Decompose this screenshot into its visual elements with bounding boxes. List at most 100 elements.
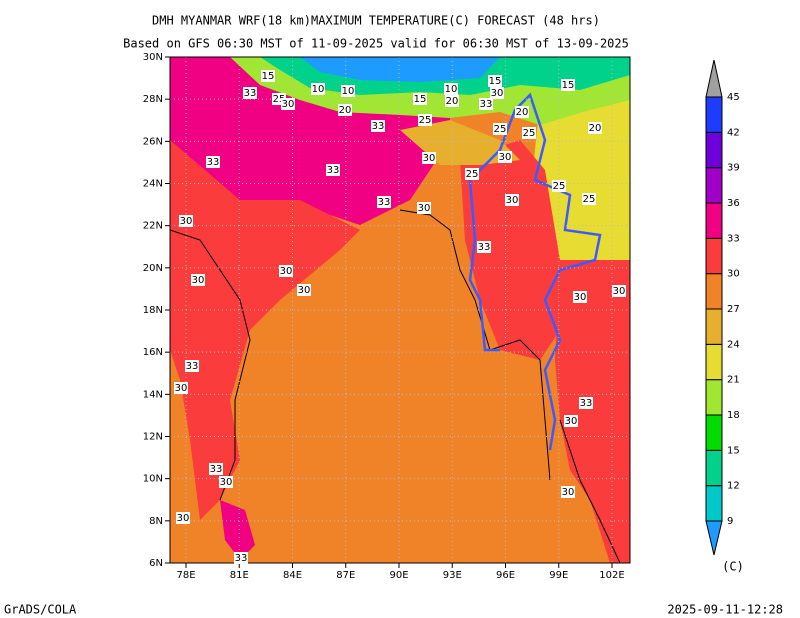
contour-label-bg bbox=[206, 156, 220, 168]
contour-label-bg bbox=[311, 83, 325, 95]
contour-label: 33 bbox=[478, 242, 491, 253]
contour-label-bg bbox=[261, 70, 275, 82]
colorbar-segment bbox=[705, 237, 723, 275]
contour-label: 30 bbox=[175, 383, 188, 394]
contour-label: 10 bbox=[445, 84, 458, 95]
contour-label: 15 bbox=[414, 94, 427, 105]
lat-label: 30N bbox=[143, 52, 163, 63]
myanmar-land bbox=[460, 140, 560, 360]
contour-label-bg bbox=[479, 98, 493, 110]
colorbar-label: 39 bbox=[727, 163, 740, 174]
contour-label: 33 bbox=[327, 165, 340, 176]
contour-label-bg bbox=[612, 285, 626, 297]
contour-label-bg bbox=[413, 93, 427, 105]
contour-label: 20 bbox=[516, 107, 529, 118]
colorbar-label: 18 bbox=[727, 410, 740, 421]
contour-label: 30 bbox=[180, 216, 193, 227]
contour-label: 15 bbox=[489, 76, 502, 87]
contour-label: 30 bbox=[177, 513, 190, 524]
contour-label-bg bbox=[179, 215, 193, 227]
colorbar-segment bbox=[705, 449, 723, 487]
contour-label-bg bbox=[579, 397, 593, 409]
colorbar-segment bbox=[705, 414, 723, 451]
contour-label-bg bbox=[522, 127, 536, 139]
contour-label: 20 bbox=[339, 105, 352, 116]
contour-label: 30 bbox=[423, 153, 436, 164]
contour-label-bg bbox=[445, 95, 459, 107]
colorbar-segment bbox=[705, 167, 723, 204]
contour-label-bg bbox=[191, 274, 205, 286]
contour-label: 25 bbox=[553, 181, 566, 192]
contour-label-bg bbox=[281, 98, 295, 110]
colorbar-label: 30 bbox=[727, 269, 740, 280]
contour-label-bg bbox=[488, 75, 502, 87]
map-field bbox=[170, 57, 630, 563]
grid bbox=[170, 57, 630, 563]
contour-label: 33 bbox=[235, 553, 248, 564]
lat-label: 26N bbox=[143, 136, 163, 147]
colorbar-segment bbox=[705, 379, 723, 416]
contour-label: 30 bbox=[499, 152, 512, 163]
contour-label-bg bbox=[465, 168, 479, 180]
title: DMH MYANMAR WRF(18 km)MAXIMUM TEMPERATUR… bbox=[152, 14, 600, 28]
contour-label: 30 bbox=[418, 203, 431, 214]
contour-label-bg bbox=[444, 83, 458, 95]
contour-label-bg bbox=[377, 196, 391, 208]
contour-label: 25 bbox=[466, 169, 479, 180]
contour-label: 15 bbox=[562, 80, 575, 91]
lon-label: 90E bbox=[389, 570, 408, 581]
lon-label: 96E bbox=[496, 570, 515, 581]
contour-label: 33 bbox=[186, 361, 199, 372]
contour-label: 33 bbox=[244, 88, 257, 99]
contour-label: 30 bbox=[192, 275, 205, 286]
lat-label: 6N bbox=[149, 558, 163, 569]
contour-label: 10 bbox=[312, 84, 325, 95]
lat-label: 18N bbox=[143, 305, 163, 316]
contour-label: 25 bbox=[583, 194, 596, 205]
contour-label-bg bbox=[326, 164, 340, 176]
contour-label-bg bbox=[561, 486, 575, 498]
contour-label-bg bbox=[498, 151, 512, 163]
warm-land bbox=[170, 140, 360, 520]
contour-label: 30 bbox=[506, 195, 519, 206]
contour-label: 20 bbox=[589, 123, 602, 134]
contour-label: 33 bbox=[480, 99, 493, 110]
contour-label-bg bbox=[588, 122, 602, 134]
contour-label-bg bbox=[243, 87, 257, 99]
contour-label: 25 bbox=[494, 124, 507, 135]
contour-label-bg bbox=[515, 106, 529, 118]
lat-label: 24N bbox=[143, 179, 163, 190]
colorbar-label: 12 bbox=[727, 481, 740, 492]
contour-label: 30 bbox=[491, 88, 504, 99]
contour-label-bg bbox=[477, 241, 491, 253]
contour-label: 25 bbox=[523, 128, 536, 139]
contour-label: 30 bbox=[220, 477, 233, 488]
colorbar-label: 21 bbox=[727, 375, 740, 386]
contour-label: 33 bbox=[207, 157, 220, 168]
lon-label: 87E bbox=[336, 570, 355, 581]
lat-label: 16N bbox=[143, 347, 163, 358]
contour-label: 25 bbox=[273, 94, 286, 105]
contour-label-bg bbox=[573, 291, 587, 303]
colorbar-segment bbox=[705, 485, 723, 522]
contour-label: 33 bbox=[378, 197, 391, 208]
contour-label-bg bbox=[552, 180, 566, 192]
subtitle: Based on GFS 06:30 MST of 11-09-2025 val… bbox=[123, 37, 629, 51]
footer-right: 2025-09-11-12:28 bbox=[667, 603, 783, 617]
contour-label: 25 bbox=[419, 115, 432, 126]
contour-label-bg bbox=[490, 87, 504, 99]
lon-label: 93E bbox=[443, 570, 462, 581]
colorbar-segment bbox=[705, 273, 723, 310]
contour-label-bg bbox=[371, 120, 385, 132]
lat-label: 22N bbox=[143, 221, 163, 232]
contour-label: 15 bbox=[262, 71, 275, 82]
contour-label: 30 bbox=[562, 487, 575, 498]
contour-label-bg bbox=[561, 79, 575, 91]
contour-label-bg bbox=[422, 152, 436, 164]
contour-label: 33 bbox=[580, 398, 593, 409]
colorbar-label: 42 bbox=[727, 127, 740, 138]
lat-label: 28N bbox=[143, 94, 163, 105]
sri-lanka bbox=[220, 500, 255, 560]
contour-label: 30 bbox=[565, 416, 578, 427]
colorbar-label: 24 bbox=[727, 339, 740, 350]
